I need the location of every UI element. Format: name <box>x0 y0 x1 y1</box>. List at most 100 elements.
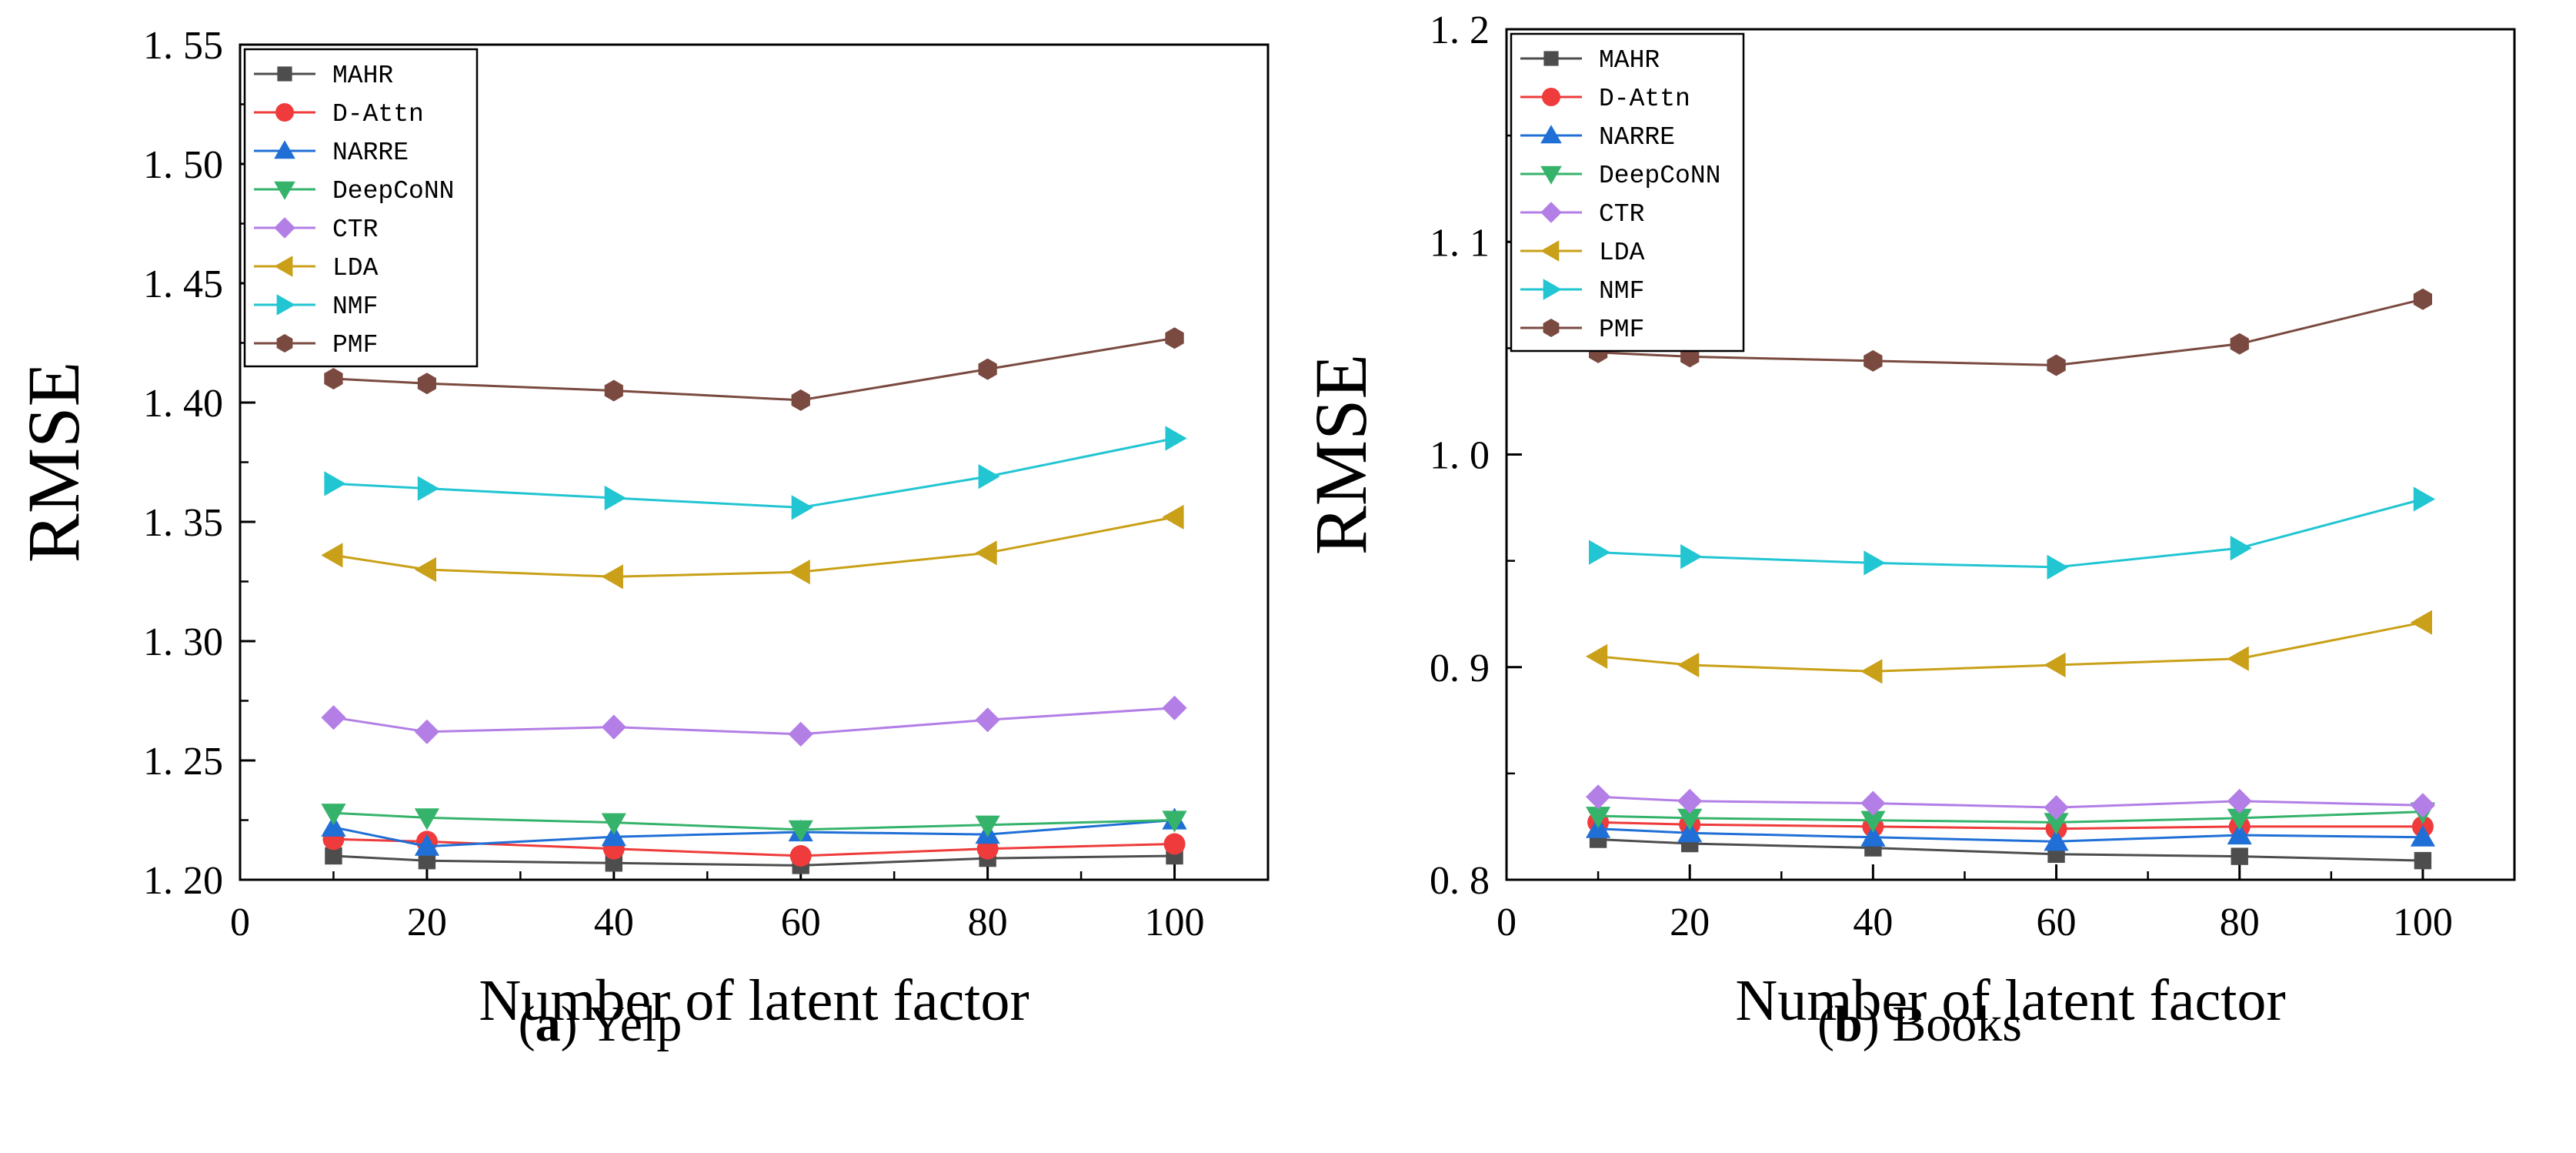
data-point <box>1162 504 1184 530</box>
data-point <box>975 540 997 566</box>
caption-letter: a <box>536 996 561 1052</box>
legend-label: LDA <box>1599 239 1645 267</box>
data-point <box>975 815 1000 837</box>
caption-title: Books <box>1892 996 2022 1052</box>
legend-marker <box>277 66 292 82</box>
data-point <box>321 814 346 837</box>
data-point <box>321 804 346 826</box>
legend: MAHR D-Attn NARRE DeepCoNN CTR LDA NMF PMF <box>1510 32 1745 353</box>
series-nmf <box>1589 486 2435 580</box>
data-point <box>975 707 1000 733</box>
x-tick-label: 40 <box>594 901 634 944</box>
data-point <box>601 824 626 847</box>
data-point <box>2227 808 2252 830</box>
legend-label: NARRE <box>332 139 409 167</box>
data-point <box>2047 354 2066 376</box>
data-point <box>1586 643 1608 669</box>
legend-marker <box>274 181 295 200</box>
data-point <box>2410 824 2435 847</box>
data-point <box>1677 808 1703 830</box>
data-point <box>1860 824 1886 847</box>
series-line <box>1598 810 2423 824</box>
y-tick-label: 0. 8 <box>1430 859 1490 903</box>
x-tick-label: 0 <box>230 901 250 944</box>
series-line <box>333 819 1175 848</box>
legend: MAHR D-Attn NARRE DeepCoNN CTR LDA NMF PMF <box>243 48 479 368</box>
x-tick-label: 60 <box>781 901 821 944</box>
caption-paren-open: ( <box>1817 996 1834 1052</box>
data-point <box>605 854 623 872</box>
x-tick-label: 60 <box>2037 901 2077 944</box>
legend-label: D-Attn <box>1599 85 1690 113</box>
data-point <box>324 471 346 496</box>
data-point <box>324 368 343 389</box>
series-d-attn <box>322 828 1186 867</box>
series-mahr <box>325 847 1183 874</box>
data-point <box>414 556 436 583</box>
legend-marker <box>1543 279 1562 300</box>
legend-label: D-Attn <box>332 100 424 129</box>
data-point <box>791 495 813 520</box>
legend-label: MAHR <box>332 62 393 90</box>
legend-box <box>243 48 479 368</box>
data-point <box>1162 695 1187 720</box>
legend-label: CTR <box>1599 200 1644 229</box>
series-ctr <box>321 695 1187 747</box>
data-point <box>788 721 813 747</box>
data-point <box>1677 788 1703 814</box>
data-point <box>2044 813 2069 835</box>
legend-marker <box>1540 240 1560 262</box>
caption-paren-close: ) <box>1863 996 1892 1052</box>
legend-label: NMF <box>1599 277 1644 306</box>
caption-title: Yelp <box>589 996 682 1052</box>
legend-box <box>1510 32 1745 353</box>
caption-letter: b <box>1834 996 1863 1052</box>
y-tick-label: 1. 45 <box>143 262 223 306</box>
data-point <box>1677 820 1703 843</box>
y-tick-label: 1. 40 <box>143 382 223 426</box>
y-tick-label: 1. 20 <box>143 859 223 903</box>
legend-marker <box>1542 88 1560 106</box>
legend-label: DeepCoNN <box>1599 162 1720 190</box>
data-point <box>2413 288 2432 310</box>
legend-marker <box>276 294 295 316</box>
y-tick-label: 0. 9 <box>1430 647 1490 690</box>
series-nmf <box>324 426 1187 520</box>
subfigure-caption: (b) Books <box>1817 996 2022 1052</box>
data-point <box>2044 829 2069 851</box>
y-tick-label: 1. 0 <box>1430 434 1490 478</box>
chart-yelp: 1. 20 1. 25 1. 30 1. 35 1. 40 1. 45 1. 50 1. 55… <box>12 24 1270 1052</box>
data-point <box>601 714 626 740</box>
legend-marker <box>1540 125 1562 144</box>
legend-marker <box>274 256 293 277</box>
legend-marker <box>276 334 293 353</box>
data-point <box>978 464 1000 490</box>
data-point <box>2230 333 2249 355</box>
legend-label: NMF <box>332 292 378 321</box>
x-tick-label: 100 <box>1145 901 1205 944</box>
legend-label: LDA <box>332 254 379 282</box>
data-point <box>1586 807 1611 829</box>
x-tick-label: 20 <box>407 901 447 944</box>
data-point <box>604 379 623 402</box>
series-lda <box>321 504 1184 590</box>
series-line <box>333 336 1175 402</box>
data-point <box>601 813 626 835</box>
legend-label: DeepCoNN <box>332 177 454 206</box>
data-point <box>788 820 813 842</box>
x-tick-label: 0 <box>1497 901 1517 944</box>
caption-paren-open: ( <box>519 996 536 1052</box>
data-point <box>1864 550 1886 576</box>
x-tick-label: 100 <box>2393 901 2453 944</box>
data-point <box>1864 349 1883 372</box>
y-axis-label: RMSE <box>1300 354 1382 555</box>
legend-label: PMF <box>332 331 378 359</box>
x-tick-label: 20 <box>1670 901 1710 944</box>
series-line <box>333 707 1175 736</box>
legend-label: NARRE <box>1599 123 1675 152</box>
data-point <box>321 705 346 730</box>
x-axis-label: Number of latent factor <box>479 968 1029 1033</box>
legend-label: PMF <box>1599 316 1644 344</box>
data-point <box>2230 536 2252 561</box>
series-line <box>1598 795 2423 809</box>
